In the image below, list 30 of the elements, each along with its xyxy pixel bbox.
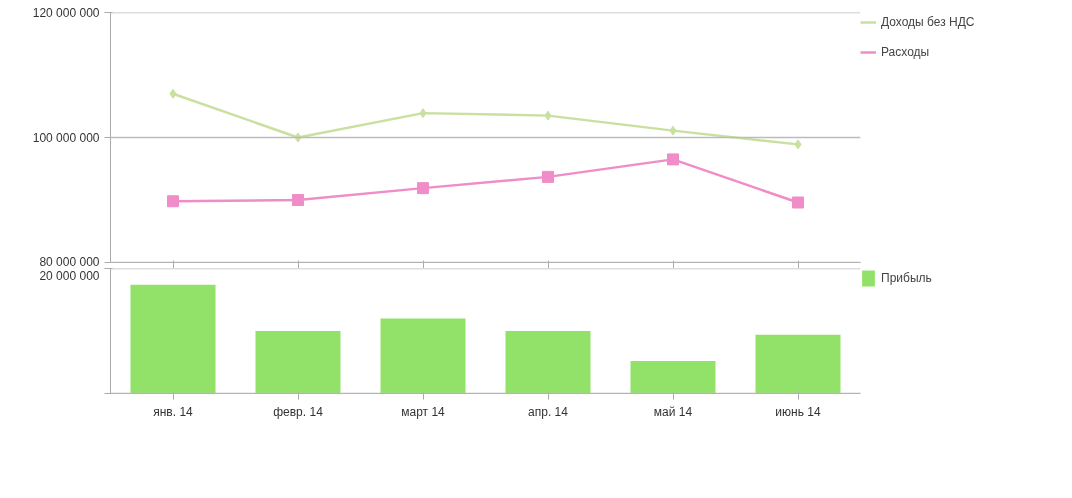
legend-label: Расходы xyxy=(881,45,930,59)
bar xyxy=(130,284,216,394)
point xyxy=(292,194,304,206)
x-tick-label: янв. 14 xyxy=(153,404,194,419)
bar xyxy=(505,331,591,394)
point xyxy=(669,125,677,136)
x-tick-label: март 14 xyxy=(401,404,446,419)
y-tick-label: 100 000 000 xyxy=(32,130,100,145)
point xyxy=(794,139,802,150)
x-tick-label: июнь 14 xyxy=(775,404,821,419)
y-tick-label: 80 000 000 xyxy=(39,254,100,269)
point xyxy=(544,110,552,121)
point xyxy=(169,88,177,99)
point xyxy=(542,170,554,183)
point xyxy=(792,196,804,209)
x-tick-label: февр. 14 xyxy=(273,404,324,419)
bar xyxy=(380,318,466,394)
bar xyxy=(755,334,841,394)
y-tick-label: 20 000 000 xyxy=(39,268,100,283)
legend-label: Доходы без НДС xyxy=(881,15,975,29)
y-tick-label: 120 000 000 xyxy=(32,5,100,20)
bar xyxy=(255,331,341,394)
point xyxy=(667,153,679,166)
point xyxy=(417,182,429,195)
x-tick-label: апр. 14 xyxy=(528,404,569,419)
point xyxy=(419,108,427,119)
point xyxy=(167,195,179,208)
bar xyxy=(630,361,716,394)
legend-label: Прибыль xyxy=(881,271,932,285)
x-tick-label: май 14 xyxy=(653,404,693,419)
